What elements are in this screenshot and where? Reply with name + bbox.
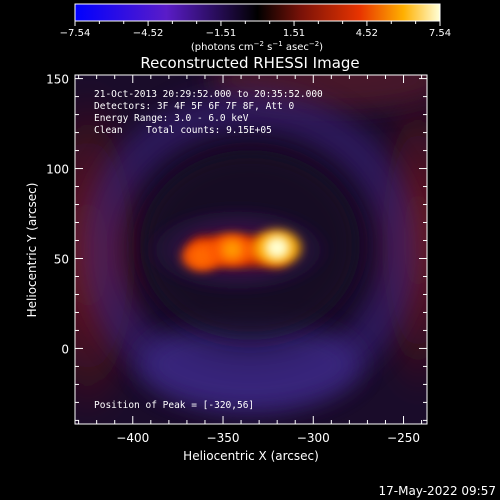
source-core — [264, 236, 290, 260]
colorbar-tick-label: 4.52 — [356, 28, 378, 39]
x-tick-label: −350 — [207, 431, 240, 445]
source-core — [191, 247, 212, 266]
colorbar-ticks: −7.54 −4.52 −1.51 1.51 4.52 7.54 — [60, 21, 451, 39]
y-tick-label: 0 — [61, 342, 69, 356]
y-tick-label: 150 — [46, 73, 69, 87]
y-tick-label: 100 — [46, 163, 69, 177]
y-axis-label: Heliocentric Y (arcsec) — [25, 183, 39, 318]
annotation-detectors: Detectors: 3F 4F 5F 6F 7F 8F, Att 0 — [94, 101, 294, 112]
annotation-method: Clean — [94, 125, 123, 136]
colorbar-tick-label: −4.52 — [133, 28, 164, 39]
y-tick-label: 50 — [54, 252, 69, 266]
x-tick-label: −400 — [116, 431, 149, 445]
colorbar-tick-label: 1.51 — [283, 28, 305, 39]
annotation-block: 21-Oct-2013 20:29:52.000 to 20:35:52.000… — [94, 89, 323, 411]
annotation-peak: Position of Peak = [-320,56] — [94, 400, 254, 411]
annotation-time: 21-Oct-2013 20:29:52.000 to 20:35:52.000 — [94, 89, 323, 100]
plot-frame — [74, 74, 428, 425]
colorbar-tick-label: 7.54 — [429, 28, 451, 39]
colorbar-tick-label: −1.51 — [206, 28, 237, 39]
chart-title: Reconstructed RHESSI Image — [140, 54, 359, 72]
x-tick-label: −300 — [297, 431, 330, 445]
axes: −400 −350 −300 −250 0 50 100 150 — [46, 73, 427, 445]
x-tick-label: −250 — [387, 431, 420, 445]
x-axis-label: Heliocentric X (arcsec) — [183, 449, 319, 463]
annotation-energy: Energy Range: 3.0 - 6.0 keV — [94, 113, 249, 124]
colorbar-tick-label: −7.54 — [60, 28, 91, 39]
colorbar — [75, 4, 440, 21]
colorbar-unit: (photons cm−2 s−1 asec−2) — [191, 40, 323, 53]
footer-timestamp: 17-May-2022 09:57 — [379, 484, 496, 498]
heatmap-image — [75, 75, 427, 424]
source-core — [221, 239, 243, 260]
annotation-counts: Total counts: 9.15E+05 — [146, 125, 272, 136]
